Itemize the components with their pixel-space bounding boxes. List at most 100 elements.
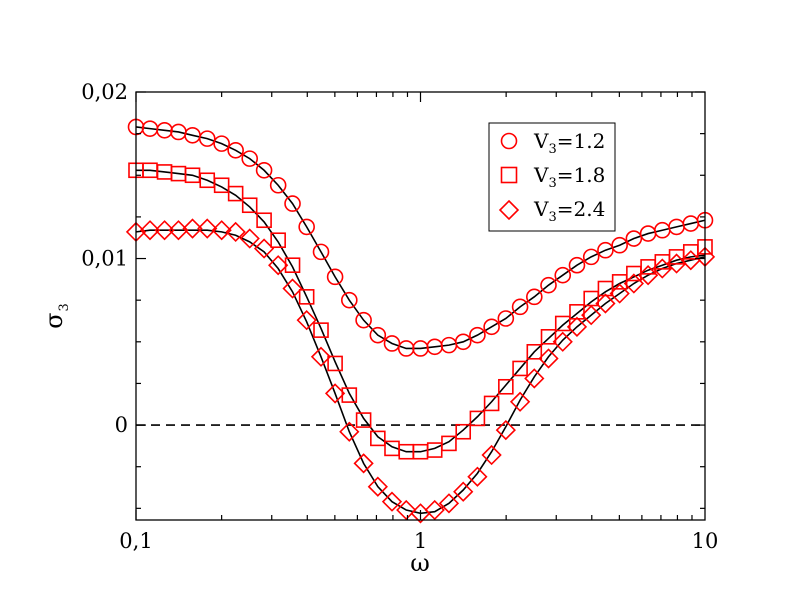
data-point-diamond — [595, 293, 616, 314]
svg-text:V3=1.2: V3=1.2 — [533, 129, 605, 157]
legend-marker-circle — [500, 132, 518, 150]
data-point-diamond — [481, 444, 502, 466]
legend-label-subscript: 3 — [548, 176, 556, 191]
data-point-square — [370, 430, 386, 447]
data-point-diamond — [381, 491, 403, 512]
data-point-diamond — [239, 228, 260, 249]
data-point-circle — [213, 135, 230, 152]
data-point-diamond — [353, 453, 374, 474]
data-point-diamond — [637, 265, 659, 286]
x-tick-label: 1 — [414, 529, 427, 553]
data-point-circle — [483, 318, 500, 336]
data-point-diamond — [552, 331, 573, 352]
legend-entry-3: V3=2.4 — [498, 197, 606, 225]
data-point-diamond — [139, 220, 161, 241]
data-point-circle — [340, 291, 358, 309]
tick-layer: 0,1 1 10 0 0,01 0,02 — [81, 80, 718, 553]
data-point-circle — [625, 230, 643, 247]
data-point-diamond — [424, 499, 445, 521]
legend-label-subscript: 3 — [548, 142, 556, 157]
data-point-square — [483, 395, 500, 412]
data-point-square — [327, 355, 343, 372]
data-point-diamond — [268, 255, 289, 276]
plot-frame — [135, 91, 706, 521]
data-point-circle — [540, 276, 557, 294]
data-point-square — [526, 343, 543, 360]
data-point-diamond — [652, 258, 673, 279]
data-point-diamond — [467, 466, 488, 487]
data-point-diamond — [282, 278, 303, 299]
data-point-diamond — [623, 273, 644, 294]
data-point-circle — [582, 248, 600, 266]
data-point-diamond — [367, 476, 388, 497]
data-point-diamond — [310, 346, 332, 367]
fit-curve-layer — [135, 126, 706, 515]
svg-text:V3=1.8: V3=1.8 — [533, 163, 605, 191]
data-point-square — [441, 435, 457, 452]
data-point-diamond — [197, 218, 218, 239]
data-point-diamond — [438, 493, 460, 514]
legend: V3=1.2 V3=1.8 V3=2.4 — [488, 122, 616, 232]
y-tick-label: 0 — [115, 413, 128, 437]
data-point-square — [512, 360, 528, 377]
data-point-diamond — [609, 283, 630, 304]
data-point-square — [498, 378, 514, 395]
x-tick-label: 10 — [692, 529, 719, 553]
data-point-square — [284, 257, 301, 273]
y-axis-label-main: σ — [40, 312, 68, 328]
fit-curve-1 — [135, 126, 706, 350]
data-point-circle — [511, 298, 529, 316]
data-point-diamond — [339, 421, 360, 442]
legend-label-subscript: 3 — [548, 210, 556, 225]
data-point-diamond — [324, 383, 346, 404]
fit-curve-2 — [136, 169, 706, 453]
data-point-square — [341, 387, 358, 403]
data-point-diamond — [495, 419, 516, 441]
y-tick-label: 0,01 — [81, 247, 128, 271]
data-point-circle — [156, 122, 173, 139]
data-point-circle — [554, 266, 572, 284]
y-axis-label-subscript: 3 — [57, 303, 72, 311]
data-point-circle — [369, 326, 387, 344]
x-tick-label: 0,1 — [119, 529, 152, 553]
data-point-circle — [269, 176, 287, 194]
data-point-circle — [227, 141, 244, 159]
data-point-diamond — [211, 220, 232, 241]
data-point-circle — [298, 218, 315, 236]
data-point-circle — [568, 256, 586, 274]
data-point-square — [298, 289, 315, 305]
data-point-square — [227, 185, 244, 202]
data-point-diamond — [581, 305, 602, 326]
data-point-circle — [241, 150, 259, 167]
data-point-square — [256, 212, 272, 229]
y-axis-label: σ3 — [40, 303, 72, 329]
data-point-circle — [526, 288, 543, 306]
data-point-circle — [469, 326, 486, 344]
data-point-square — [313, 322, 329, 338]
data-point-circle — [326, 268, 344, 286]
legend-label-value: =1.2 — [557, 129, 606, 153]
data-point-square — [241, 197, 258, 214]
data-point-circle — [198, 130, 216, 147]
data-point-circle — [355, 311, 372, 329]
legend-marker-diamond — [498, 199, 520, 221]
x-axis-label: ω — [410, 549, 430, 577]
data-point-diamond — [453, 481, 474, 502]
data-point-square — [469, 410, 486, 427]
data-point-diamond — [296, 310, 317, 331]
data-point-circle — [597, 241, 614, 259]
marker-layer — [125, 118, 716, 524]
data-point-square — [455, 423, 472, 440]
data-point-circle — [284, 195, 301, 212]
legend-label-value: =2.4 — [557, 197, 606, 221]
legend-label-prefix: V — [533, 129, 549, 153]
data-point-square — [540, 329, 557, 345]
data-point-diamond — [509, 391, 531, 412]
data-point-diamond — [396, 499, 417, 521]
data-point-square — [213, 177, 230, 194]
data-point-circle — [611, 236, 628, 254]
data-point-diamond — [225, 221, 246, 243]
data-point-diamond — [524, 368, 545, 389]
data-point-diamond — [253, 238, 275, 259]
